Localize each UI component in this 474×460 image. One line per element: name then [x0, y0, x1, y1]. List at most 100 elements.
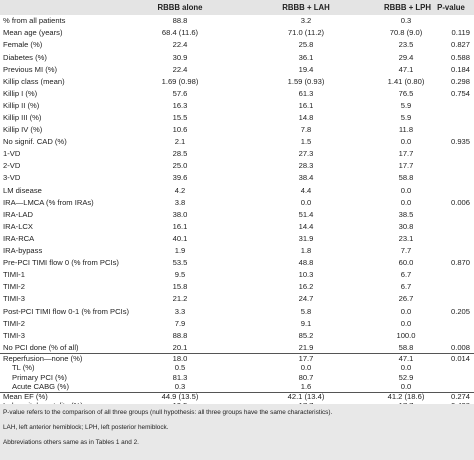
cell: 16.3: [172, 100, 188, 110]
cell: 88.8: [172, 330, 188, 340]
footnotes: P-value refers to the comparison of all …: [0, 404, 474, 460]
cell: 28.5: [172, 149, 188, 159]
table-row: Mean EF (%) 44.9 (13.5) 42.1 (13.4) 41.2 (1…: [0, 392, 474, 402]
p-value: [428, 269, 474, 281]
row-label: Female (%): [3, 40, 43, 50]
row-label: TIMI-3: [3, 294, 25, 304]
row-label: No PCI done (% of all): [3, 342, 79, 352]
cell: 38.0: [172, 209, 188, 219]
cell: 0.0: [400, 306, 412, 316]
cell: 52.9: [398, 372, 414, 382]
table-row: Killip II (%) 16.3 16.1 5.9: [0, 100, 474, 112]
table-row: TL (%) 0.5 0.0 0.0: [0, 363, 474, 373]
cell: 21.2: [172, 294, 188, 304]
cell: 27.3: [298, 149, 314, 159]
cell: 0.3: [174, 382, 186, 392]
cell: 15.8: [172, 282, 188, 292]
cell: 25.8: [298, 40, 314, 50]
cell: 38.5: [398, 209, 414, 219]
row-label: 1-VD: [3, 149, 21, 159]
table-header: RBBB alone RBBB + LAH RBBB + LPH P-value: [0, 0, 474, 15]
cell: 0.0: [400, 197, 412, 207]
cell: 20.1: [172, 342, 188, 352]
table-row: LM disease 4.2 4.4 0.0: [0, 184, 474, 196]
p-value: [428, 245, 474, 257]
p-value: 0.006: [450, 197, 470, 207]
cell: 14.4: [298, 221, 314, 231]
cell: 60.0: [398, 258, 414, 268]
cell: 100.0: [396, 330, 416, 340]
row-label: Mean age (years): [3, 28, 63, 38]
row-label: TL (%): [12, 363, 35, 373]
cell: 58.8: [398, 342, 414, 352]
row-label: Diabetes (%): [3, 52, 47, 62]
cell: 16.1: [298, 100, 314, 110]
table-row: Previous MI (%) 22.4 19.4 47.1 0.184: [0, 63, 474, 75]
row-label: Killip II (%): [3, 100, 40, 110]
p-value: 0.935: [450, 137, 470, 147]
table-row: Diabetes (%) 30.9 36.1 29.4 0.588: [0, 51, 474, 63]
cell: 7.8: [300, 125, 312, 135]
cell: 10.3: [298, 270, 314, 280]
row-label: IRA-bypass: [3, 246, 43, 256]
cell: 17.7: [298, 353, 314, 363]
row-label: Previous MI (%): [3, 64, 58, 74]
header-cell: RBBB + LPH: [384, 0, 431, 15]
cell: 0.3: [400, 16, 412, 26]
cell: 61.3: [298, 88, 314, 98]
cell: 6.7: [400, 282, 412, 292]
p-value: [428, 100, 474, 112]
row-label: IRA-LAD: [3, 209, 33, 219]
table-row: IRA-bypass 1.9 1.8 7.7: [0, 245, 474, 257]
table-row: Killip I (%) 57.6 61.3 76.5 0.754: [0, 88, 474, 100]
cell: 9.5: [174, 270, 186, 280]
row-label: Post-PCI TIMI flow 0-1 (% from PCIs): [3, 306, 130, 316]
footnote: P-value refers to the comparison of all …: [3, 409, 333, 416]
row-label: Primary PCI (%): [12, 372, 67, 382]
table-row: Female (%) 22.4 25.8 23.5 0.827: [0, 39, 474, 51]
cell: 16.1: [172, 221, 188, 231]
cell: 0.0: [400, 318, 412, 328]
row-label: TIMI-2: [3, 282, 25, 292]
cell: 15.5: [172, 113, 188, 122]
row-label: Killip I (%): [3, 88, 38, 98]
table-row: No signif. CAD (%) 2.1 1.5 0.0 0.935: [0, 136, 474, 148]
p-value: [428, 329, 474, 341]
p-value: [428, 382, 474, 392]
cell: 4.4: [300, 185, 312, 195]
cell: 40.1: [172, 233, 188, 243]
table-row: Post-PCI TIMI flow 0-1 (% from PCIs) 3.3 5…: [0, 305, 474, 317]
cell: 31.9: [298, 233, 314, 243]
p-value: [428, 233, 474, 245]
cell: 51.4: [298, 209, 314, 219]
cell: 22.4: [172, 64, 188, 74]
cell: 71.0 (11.2): [287, 28, 325, 38]
header-row: RBBB alone RBBB + LAH RBBB + LPH P-value: [0, 0, 474, 15]
cell: 88.8: [172, 16, 188, 26]
cell: 1.5: [300, 137, 312, 147]
p-value: 0.298: [450, 76, 470, 86]
header-cell: RBBB alone: [132, 0, 228, 15]
cell: 21.9: [298, 342, 314, 352]
cell: 3.3: [174, 306, 186, 316]
cell: 5.8: [300, 306, 312, 316]
table-row: Killip III (%) 15.5 14.8 5.9: [0, 112, 474, 124]
row-label: IRA—LMCA (% from IRAs): [3, 197, 94, 207]
table-row: No PCI done (% of all) 20.1 21.9 58.8 0.008: [0, 342, 474, 354]
row-label: No signif. CAD (%): [3, 137, 67, 147]
cell: 0.0: [400, 185, 412, 195]
cell: 22.4: [172, 40, 188, 50]
table-row: IRA—LMCA (% from IRAs) 3.8 0.0 0.0 0.006: [0, 196, 474, 208]
table-row: Pre-PCI TIMI flow 0 (% from PCIs) 53.5 48.…: [0, 257, 474, 269]
cell: 81.3: [172, 372, 188, 382]
row-label: TIMI-3: [3, 330, 25, 340]
cell: 5.9: [400, 113, 412, 122]
cell: 7.9: [174, 318, 186, 328]
table-row: % from all patients 88.8 3.2 0.3: [0, 15, 474, 27]
p-value: 0.754: [450, 88, 470, 98]
p-value: [428, 148, 474, 160]
p-value: 0.008: [450, 342, 470, 352]
cell: 6.7: [400, 270, 412, 280]
row-label: 3-VD: [3, 173, 21, 183]
